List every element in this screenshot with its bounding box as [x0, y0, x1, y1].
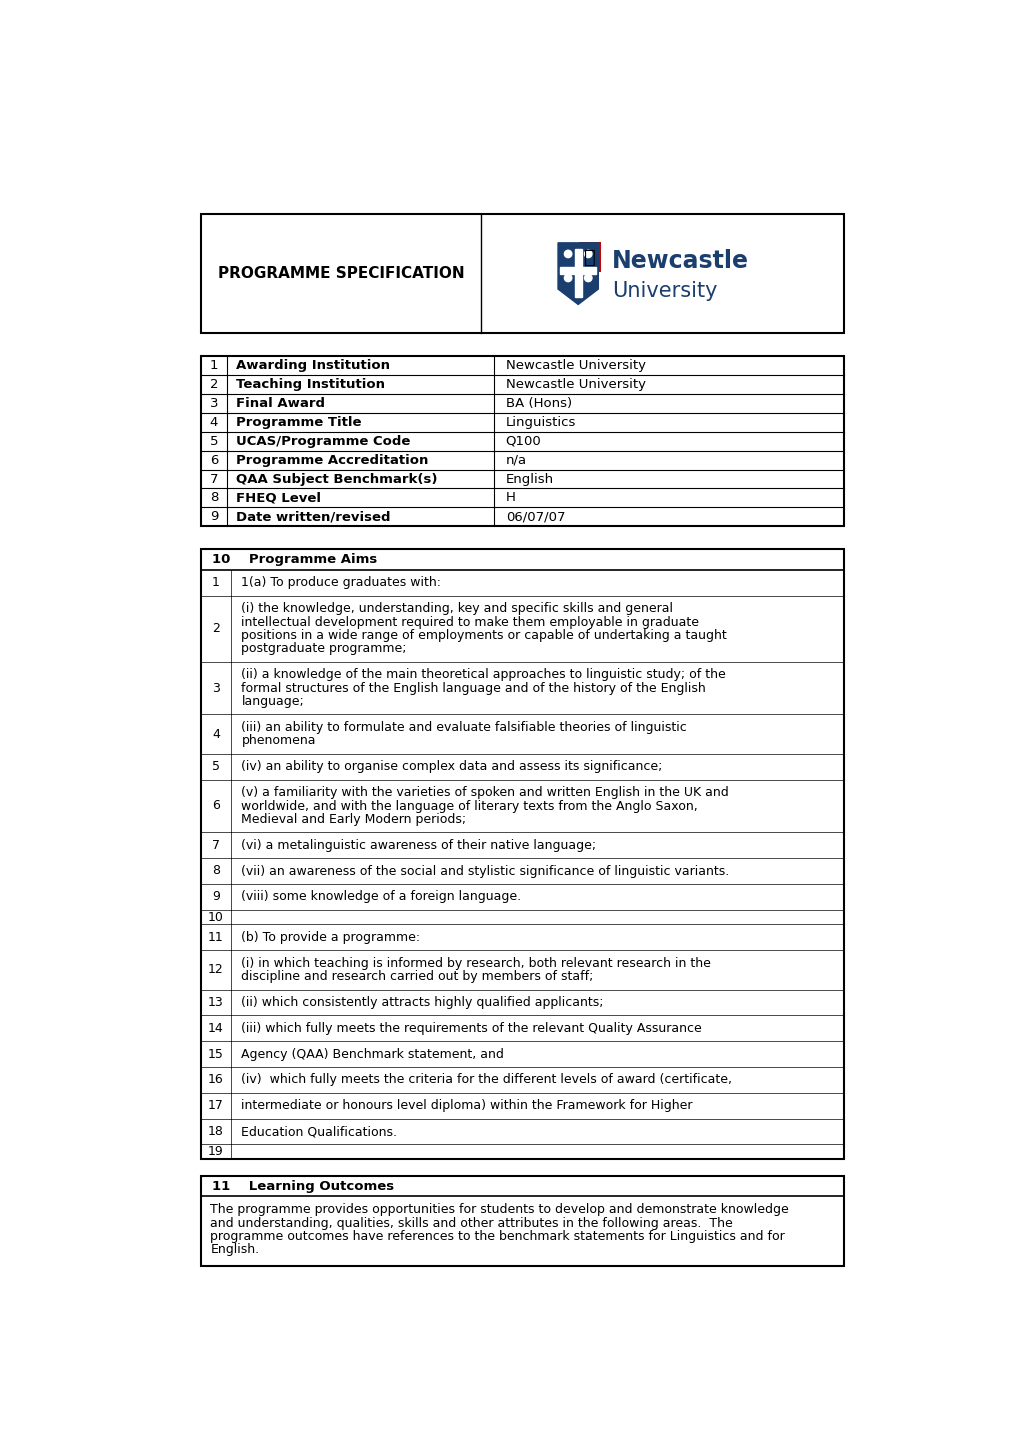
Bar	[201, 550, 844, 1159]
Text: English: English	[505, 472, 553, 485]
Text: English.: English.	[210, 1244, 259, 1257]
Text: 3: 3	[210, 397, 218, 410]
Text: discipline and research carried out by members of staff;: discipline and research carried out by m…	[242, 970, 593, 983]
Text: 9: 9	[210, 511, 218, 524]
Text: intellectual development required to make them employable in graduate: intellectual development required to mak…	[242, 616, 699, 629]
Text: The programme provides opportunities for students to develop and demonstrate kno: The programme provides opportunities for…	[210, 1203, 789, 1216]
Text: 19: 19	[208, 1146, 223, 1159]
Text: 5: 5	[212, 760, 220, 773]
Text: PROGRAMME SPECIFICATION: PROGRAMME SPECIFICATION	[217, 266, 464, 281]
Text: and understanding, qualities, skills and other attributes in the following areas: and understanding, qualities, skills and…	[210, 1216, 733, 1229]
Text: Date written/revised: Date written/revised	[235, 511, 390, 524]
Text: Education Qualifications.: Education Qualifications.	[242, 1126, 397, 1139]
Text: 6: 6	[210, 453, 218, 466]
Text: Q100: Q100	[505, 434, 541, 447]
Text: Medieval and Early Modern periods;: Medieval and Early Modern periods;	[242, 812, 466, 825]
Text: 7: 7	[210, 472, 218, 485]
Text: (vii) an awareness of the social and stylistic significance of linguistic varian: (vii) an awareness of the social and sty…	[242, 864, 729, 877]
Text: programme outcomes have references to the benchmark statements for Linguistics a: programme outcomes have references to th…	[210, 1229, 785, 1242]
Text: (i) in which teaching is informed by research, both relevant research in the: (i) in which teaching is informed by res…	[242, 957, 710, 970]
Text: Awarding Institution: Awarding Institution	[235, 359, 389, 372]
Text: UCAS/Programme Code: UCAS/Programme Code	[235, 434, 410, 447]
Text: Final Award: Final Award	[235, 397, 325, 410]
Text: (iv)  which fully meets the criteria for the different levels of award (certific: (iv) which fully meets the criteria for …	[242, 1074, 732, 1087]
Text: 2: 2	[212, 622, 219, 635]
Text: (ii) which consistently attracts highly qualified applicants;: (ii) which consistently attracts highly …	[242, 996, 603, 1009]
Circle shape	[564, 250, 572, 258]
Text: H: H	[505, 492, 515, 505]
Text: 11    Learning Outcomes: 11 Learning Outcomes	[212, 1180, 393, 1193]
Text: 4: 4	[210, 416, 218, 429]
Text: formal structures of the English language and of the history of the English: formal structures of the English languag…	[242, 681, 705, 694]
Text: 🦁: 🦁	[584, 248, 595, 267]
Text: postgraduate programme;: postgraduate programme;	[242, 642, 407, 655]
Polygon shape	[574, 250, 581, 297]
Text: 9: 9	[212, 890, 219, 903]
Text: 7: 7	[212, 838, 220, 851]
Text: (ii) a knowledge of the main theoretical approaches to linguistic study; of the: (ii) a knowledge of the main theoretical…	[242, 668, 726, 681]
Text: Newcastle University: Newcastle University	[505, 378, 645, 391]
Circle shape	[584, 274, 591, 281]
Text: Newcastle: Newcastle	[611, 248, 749, 273]
Text: (viii) some knowledge of a foreign language.: (viii) some knowledge of a foreign langu…	[242, 890, 521, 903]
Text: positions in a wide range of employments or capable of undertaking a taught: positions in a wide range of employments…	[242, 629, 727, 642]
Text: BA (Hons): BA (Hons)	[505, 397, 572, 410]
Text: (iii) which fully meets the requirements of the relevant Quality Assurance: (iii) which fully meets the requirements…	[242, 1022, 701, 1035]
Text: 8: 8	[212, 864, 220, 877]
Text: 12: 12	[208, 964, 223, 977]
Text: 4: 4	[212, 727, 219, 740]
Bar	[201, 1176, 844, 1266]
Text: n/a: n/a	[505, 453, 526, 466]
Text: worldwide, and with the language of literary texts from the Anglo Saxon,: worldwide, and with the language of lite…	[242, 799, 697, 812]
Text: 18: 18	[208, 1126, 223, 1139]
Text: 13: 13	[208, 996, 223, 1009]
Text: Programme Title: Programme Title	[235, 416, 361, 429]
Text: Agency (QAA) Benchmark statement, and: Agency (QAA) Benchmark statement, and	[242, 1048, 503, 1061]
Text: (i) the knowledge, understanding, key and specific skills and general: (i) the knowledge, understanding, key an…	[242, 602, 673, 615]
Text: (v) a familiarity with the varieties of spoken and written English in the UK and: (v) a familiarity with the varieties of …	[242, 786, 729, 799]
Text: 2: 2	[210, 378, 218, 391]
Text: Newcastle University: Newcastle University	[505, 359, 645, 372]
Text: 3: 3	[212, 681, 219, 694]
Text: language;: language;	[242, 696, 304, 709]
Bar	[201, 214, 844, 333]
Text: Linguistics: Linguistics	[505, 416, 576, 429]
Text: 8: 8	[210, 492, 218, 505]
Text: 1(a) To produce graduates with:: 1(a) To produce graduates with:	[242, 576, 441, 589]
Text: (iv) an ability to organise complex data and assess its significance;: (iv) an ability to organise complex data…	[242, 760, 662, 773]
Polygon shape	[557, 242, 598, 304]
Text: 11: 11	[208, 931, 223, 944]
Text: (iii) an ability to formulate and evaluate falsifiable theories of linguistic: (iii) an ability to formulate and evalua…	[242, 722, 687, 734]
Circle shape	[584, 250, 591, 258]
Text: Teaching Institution: Teaching Institution	[235, 378, 384, 391]
Polygon shape	[559, 267, 595, 274]
Text: (vi) a metalinguistic awareness of their native language;: (vi) a metalinguistic awareness of their…	[242, 838, 596, 851]
Text: 10    Programme Aims: 10 Programme Aims	[212, 553, 377, 566]
Text: 5: 5	[210, 434, 218, 447]
Text: 16: 16	[208, 1074, 223, 1087]
Text: 17: 17	[208, 1100, 223, 1113]
Text: (b) To provide a programme:: (b) To provide a programme:	[242, 931, 420, 944]
Text: 10: 10	[208, 911, 223, 924]
Text: 1: 1	[212, 576, 219, 589]
Circle shape	[564, 274, 572, 281]
Text: 14: 14	[208, 1022, 223, 1035]
Text: 15: 15	[208, 1048, 223, 1061]
Text: Programme Accreditation: Programme Accreditation	[235, 453, 428, 466]
Text: 1: 1	[210, 359, 218, 372]
Text: FHEQ Level: FHEQ Level	[235, 492, 321, 505]
Text: QAA Subject Benchmark(s): QAA Subject Benchmark(s)	[235, 472, 437, 485]
Text: intermediate or honours level diploma) within the Framework for Higher: intermediate or honours level diploma) w…	[242, 1100, 692, 1113]
Bar	[579, 241, 600, 273]
Text: 06/07/07: 06/07/07	[505, 511, 565, 524]
Bar	[201, 356, 844, 527]
Text: University: University	[611, 280, 717, 300]
Text: 6: 6	[212, 799, 219, 812]
Text: phenomena: phenomena	[242, 734, 316, 747]
